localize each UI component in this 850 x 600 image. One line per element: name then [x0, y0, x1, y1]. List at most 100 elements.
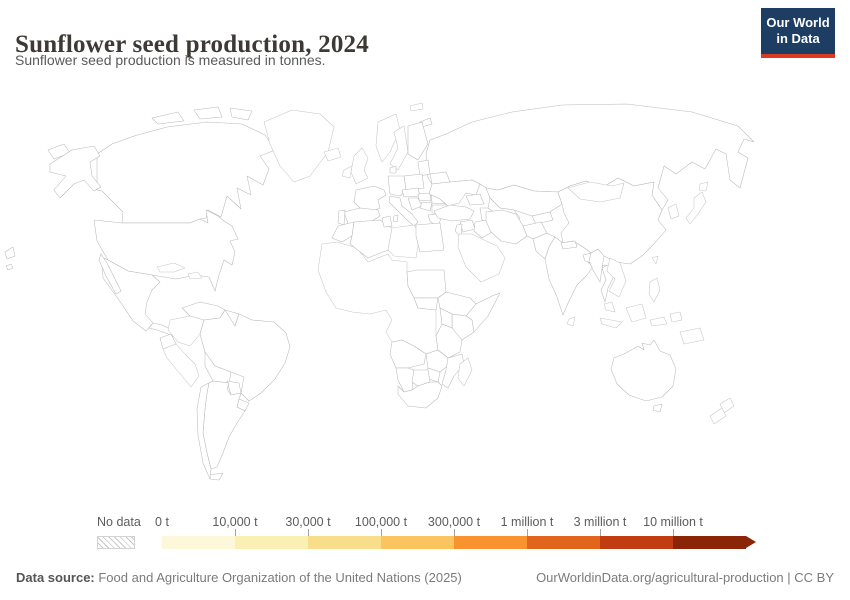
country-indonesia-sumatra[interactable] — [599, 317, 623, 329]
country-ireland[interactable] — [341, 165, 353, 179]
legend-tick-1: 10,000 t — [212, 515, 258, 529]
country-sri-lanka[interactable] — [566, 316, 576, 327]
country-indonesia-java[interactable] — [649, 316, 668, 327]
country-sudan[interactable] — [406, 269, 447, 299]
country-japan[interactable] — [685, 191, 707, 225]
country-caucasus[interactable] — [465, 193, 485, 206]
country-saudi-arabia[interactable] — [457, 233, 506, 283]
country-iran[interactable] — [485, 209, 528, 245]
legend-bin-7[interactable] — [673, 536, 746, 549]
country-indonesia-borneo[interactable] — [625, 303, 647, 323]
country-papua-new-guinea[interactable] — [679, 327, 705, 345]
country-laos-vietnam[interactable] — [606, 257, 627, 298]
country-baltics[interactable] — [417, 159, 431, 177]
country-australia[interactable] — [610, 339, 677, 402]
legend-bin-6[interactable] — [600, 536, 673, 549]
legend-bin-0[interactable] — [162, 536, 235, 549]
country-canada-island3[interactable] — [229, 107, 253, 121]
country-iceland[interactable] — [323, 147, 342, 162]
country-uk[interactable] — [350, 147, 369, 185]
country-libya[interactable] — [387, 224, 421, 259]
country-canada-island1[interactable] — [151, 111, 185, 125]
country-nepal[interactable] — [560, 240, 578, 250]
country-brazil[interactable] — [199, 309, 291, 402]
country-australia-tasmania[interactable] — [652, 403, 663, 413]
owid-logo: Our World in Data — [761, 8, 835, 58]
country-usa-alaska[interactable] — [49, 145, 102, 199]
country-poland[interactable] — [403, 173, 425, 191]
country-mozambique[interactable] — [441, 353, 465, 389]
country-argentina[interactable] — [202, 380, 246, 470]
legend-no-data-swatch[interactable] — [97, 536, 135, 549]
country-argentina-tdf[interactable] — [208, 472, 224, 481]
legend-tick-6: 3 million t — [573, 515, 627, 529]
country-japan-hokkaido[interactable] — [698, 181, 709, 192]
legend-tick-mark — [527, 529, 528, 536]
country-sweden[interactable] — [389, 125, 409, 171]
chart-subtitle: Sunflower seed production is measured in… — [15, 52, 326, 68]
legend-tick-mark — [381, 529, 382, 536]
country-algeria[interactable] — [349, 219, 393, 259]
legend-tick-3: 100,000 t — [354, 515, 408, 529]
legend-tick-0: 0 t — [155, 515, 169, 529]
country-new-zealand-south[interactable] — [709, 407, 727, 425]
country-norway[interactable] — [375, 113, 401, 163]
footer-link[interactable]: OurWorldinData.org/agricultural-producti… — [536, 570, 834, 585]
country-tunisia[interactable] — [381, 215, 393, 228]
country-morocco[interactable] — [331, 221, 355, 243]
country-kyrgyzstan-tajikistan[interactable] — [531, 211, 554, 225]
country-italy-sardinia[interactable] — [392, 214, 399, 223]
country-malaysia[interactable] — [603, 301, 616, 313]
country-angola[interactable] — [389, 339, 427, 369]
country-korea[interactable] — [667, 203, 680, 220]
country-south-africa[interactable] — [397, 381, 443, 409]
legend-bin-2[interactable] — [308, 536, 381, 549]
country-russia-wrap[interactable] — [4, 246, 16, 260]
owid-logo-line1: Our World — [766, 15, 830, 30]
country-mongolia[interactable] — [567, 181, 625, 203]
country-italy[interactable] — [388, 195, 419, 227]
country-ukraine[interactable] — [428, 179, 481, 207]
country-portugal[interactable] — [337, 209, 346, 226]
country-tanzania[interactable] — [435, 323, 463, 359]
country-greenland[interactable] — [263, 109, 335, 183]
country-myanmar[interactable] — [588, 248, 605, 283]
country-cuba[interactable] — [156, 262, 186, 273]
legend-bin-5[interactable] — [527, 536, 600, 549]
country-canada[interactable] — [96, 121, 276, 224]
country-france[interactable] — [353, 185, 387, 215]
country-indonesia-sulawesi[interactable] — [669, 311, 683, 323]
country-caribbean[interactable] — [187, 271, 203, 280]
country-philippines[interactable] — [648, 277, 661, 303]
country-madagascar[interactable] — [457, 357, 473, 387]
legend-bin-3[interactable] — [381, 536, 454, 549]
country-colombia[interactable] — [167, 315, 205, 347]
country-mexico-baja[interactable] — [98, 253, 122, 295]
legend-bin-4[interactable] — [454, 536, 527, 549]
legend-tick-7: 10 million t — [643, 515, 703, 529]
country-svalbard[interactable] — [409, 102, 424, 112]
country-usa-hawaii[interactable] — [5, 263, 14, 271]
country-taiwan[interactable] — [651, 255, 659, 265]
country-finland[interactable] — [407, 121, 429, 161]
world-map — [4, 102, 755, 481]
legend-bin-1[interactable] — [235, 536, 308, 549]
country-denmark[interactable] — [389, 165, 397, 174]
legend-tick-mark — [600, 529, 601, 536]
country-canada-island2[interactable] — [193, 106, 223, 120]
legend-tick-2: 30,000 t — [285, 515, 331, 529]
legend-tick-mark — [454, 529, 455, 536]
country-egypt[interactable] — [415, 222, 445, 253]
country-peru[interactable] — [162, 343, 200, 388]
country-chile[interactable] — [196, 382, 212, 480]
country-serbia[interactable] — [419, 201, 433, 212]
legend-arrow — [746, 536, 756, 548]
legend-tick-mark — [673, 529, 674, 536]
country-hungary[interactable] — [417, 192, 432, 202]
country-mexico[interactable] — [101, 256, 161, 332]
country-south-sudan[interactable] — [413, 297, 439, 311]
country-turkey[interactable] — [433, 204, 475, 222]
country-syria[interactable] — [459, 219, 476, 233]
country-india[interactable] — [544, 236, 594, 316]
legend-color-bar — [162, 536, 746, 549]
